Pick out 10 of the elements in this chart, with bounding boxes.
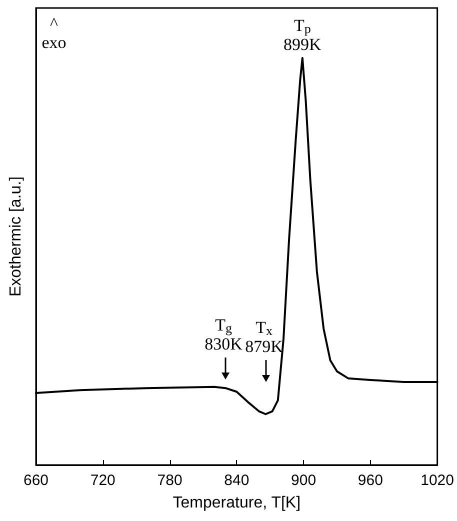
x-tick-label: 960 <box>358 472 383 489</box>
x-tick-label: 720 <box>90 472 116 489</box>
x-tick-label: 1020 <box>420 472 454 489</box>
x-tick-label: 780 <box>157 472 182 489</box>
text: ^ exo <box>42 14 66 52</box>
x-tick-label: 900 <box>291 472 316 489</box>
x-tick-label: 840 <box>224 472 250 489</box>
x-tick-label: 660 <box>23 472 49 489</box>
x-axis-title: Temperature, T[K] <box>172 494 301 512</box>
y-axis-title: Exothermic [a.u.] <box>8 176 24 297</box>
